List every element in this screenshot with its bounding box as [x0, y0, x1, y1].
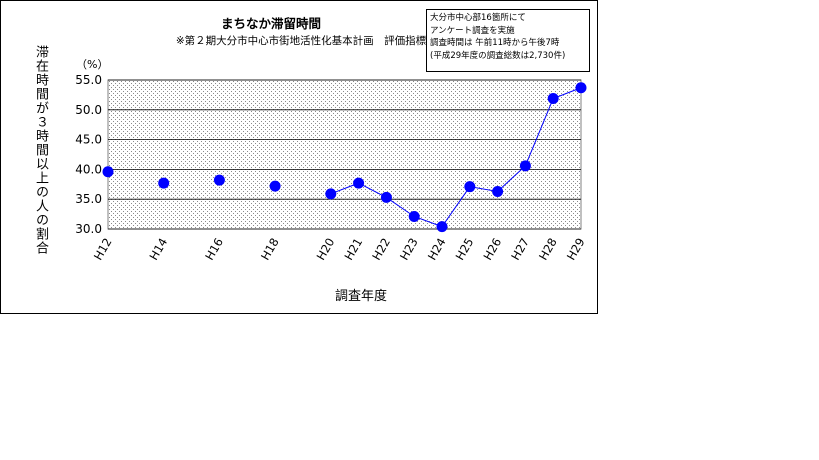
x-tick-label: H29: [564, 236, 588, 263]
data-point: [547, 92, 559, 104]
x-tick-label: H23: [397, 236, 421, 263]
y-tick-labels: 55.0 50.0 45.0 40.0 35.0 30.0: [75, 73, 102, 236]
note-line: 大分市中心部16箇所にて: [430, 13, 526, 23]
series-line: [330, 87, 582, 228]
y-tick-label: 40.0: [75, 162, 102, 176]
x-tick-label: H16: [202, 236, 226, 263]
y-axis-label: 滞在時間が３時間以上の人の割合: [33, 45, 48, 255]
data-point: [492, 185, 504, 197]
x-tick-labels: H12 H14 H16 H18 H20 H21 H22 H23 H24 H25 H26 H27 H28 H…: [91, 235, 588, 262]
x-tick-label: H27: [508, 236, 532, 263]
y-tick-label: 30.0: [75, 222, 102, 236]
data-point: [158, 177, 170, 189]
x-tick-label: H21: [341, 236, 365, 263]
data-point: [436, 221, 448, 233]
data-point: [325, 188, 337, 200]
data-point: [380, 191, 392, 203]
data-point: [353, 177, 365, 189]
survey-note-box: 大分市中心部16箇所にて アンケート調査を実施 調査時間は 午前11時から午後7…: [426, 9, 590, 72]
data-point: [519, 160, 531, 172]
x-axis-label: 調査年度: [334, 289, 387, 304]
chart-subtitle: ※第２期大分市中心市街地活性化基本計画 評価指標: [175, 35, 427, 47]
data-point: [102, 166, 114, 178]
y-tick-label: 35.0: [75, 192, 102, 206]
data-point: [213, 174, 225, 186]
line-chart: 55.0 50.0 45.0 40.0 35.0 30.0 H12 H14 H16 H18 H20…: [75, 73, 588, 263]
x-tick-label: H28: [536, 236, 560, 263]
data-point: [464, 181, 476, 193]
x-tick-label: H24: [425, 236, 449, 263]
note-line: アンケート調査を実施: [430, 25, 515, 36]
y-tick-label: 45.0: [75, 133, 102, 147]
y-tick-label: 55.0: [75, 73, 102, 87]
chart-frame: 55.0 50.0 45.0 40.0 35.0 30.0 H12 H14 H16 H18 H20…: [0, 0, 598, 314]
x-tick-label: H18: [258, 236, 282, 263]
y-tick-label: 50.0: [75, 103, 102, 117]
chart-title: まちなか滞留時間: [220, 16, 321, 31]
x-tick-label: H20: [314, 236, 338, 263]
y-unit-label: （%）: [76, 58, 109, 71]
x-tick-label: H22: [369, 236, 393, 263]
x-tick-label: H14: [147, 236, 171, 263]
x-tick-label: H26: [480, 235, 504, 262]
data-point: [269, 180, 281, 192]
x-tick-label: H12: [91, 236, 115, 263]
data-point: [408, 210, 420, 222]
plot-area: [107, 79, 582, 230]
x-tick-label: H25: [453, 236, 477, 263]
data-point: [575, 82, 587, 94]
note-line: 調査時間は 午前11時から午後7時: [430, 38, 560, 48]
note-line: (平成29年度の調査総数は2,730件): [430, 50, 566, 61]
gridlines: [108, 79, 581, 230]
data-points: [102, 82, 587, 233]
